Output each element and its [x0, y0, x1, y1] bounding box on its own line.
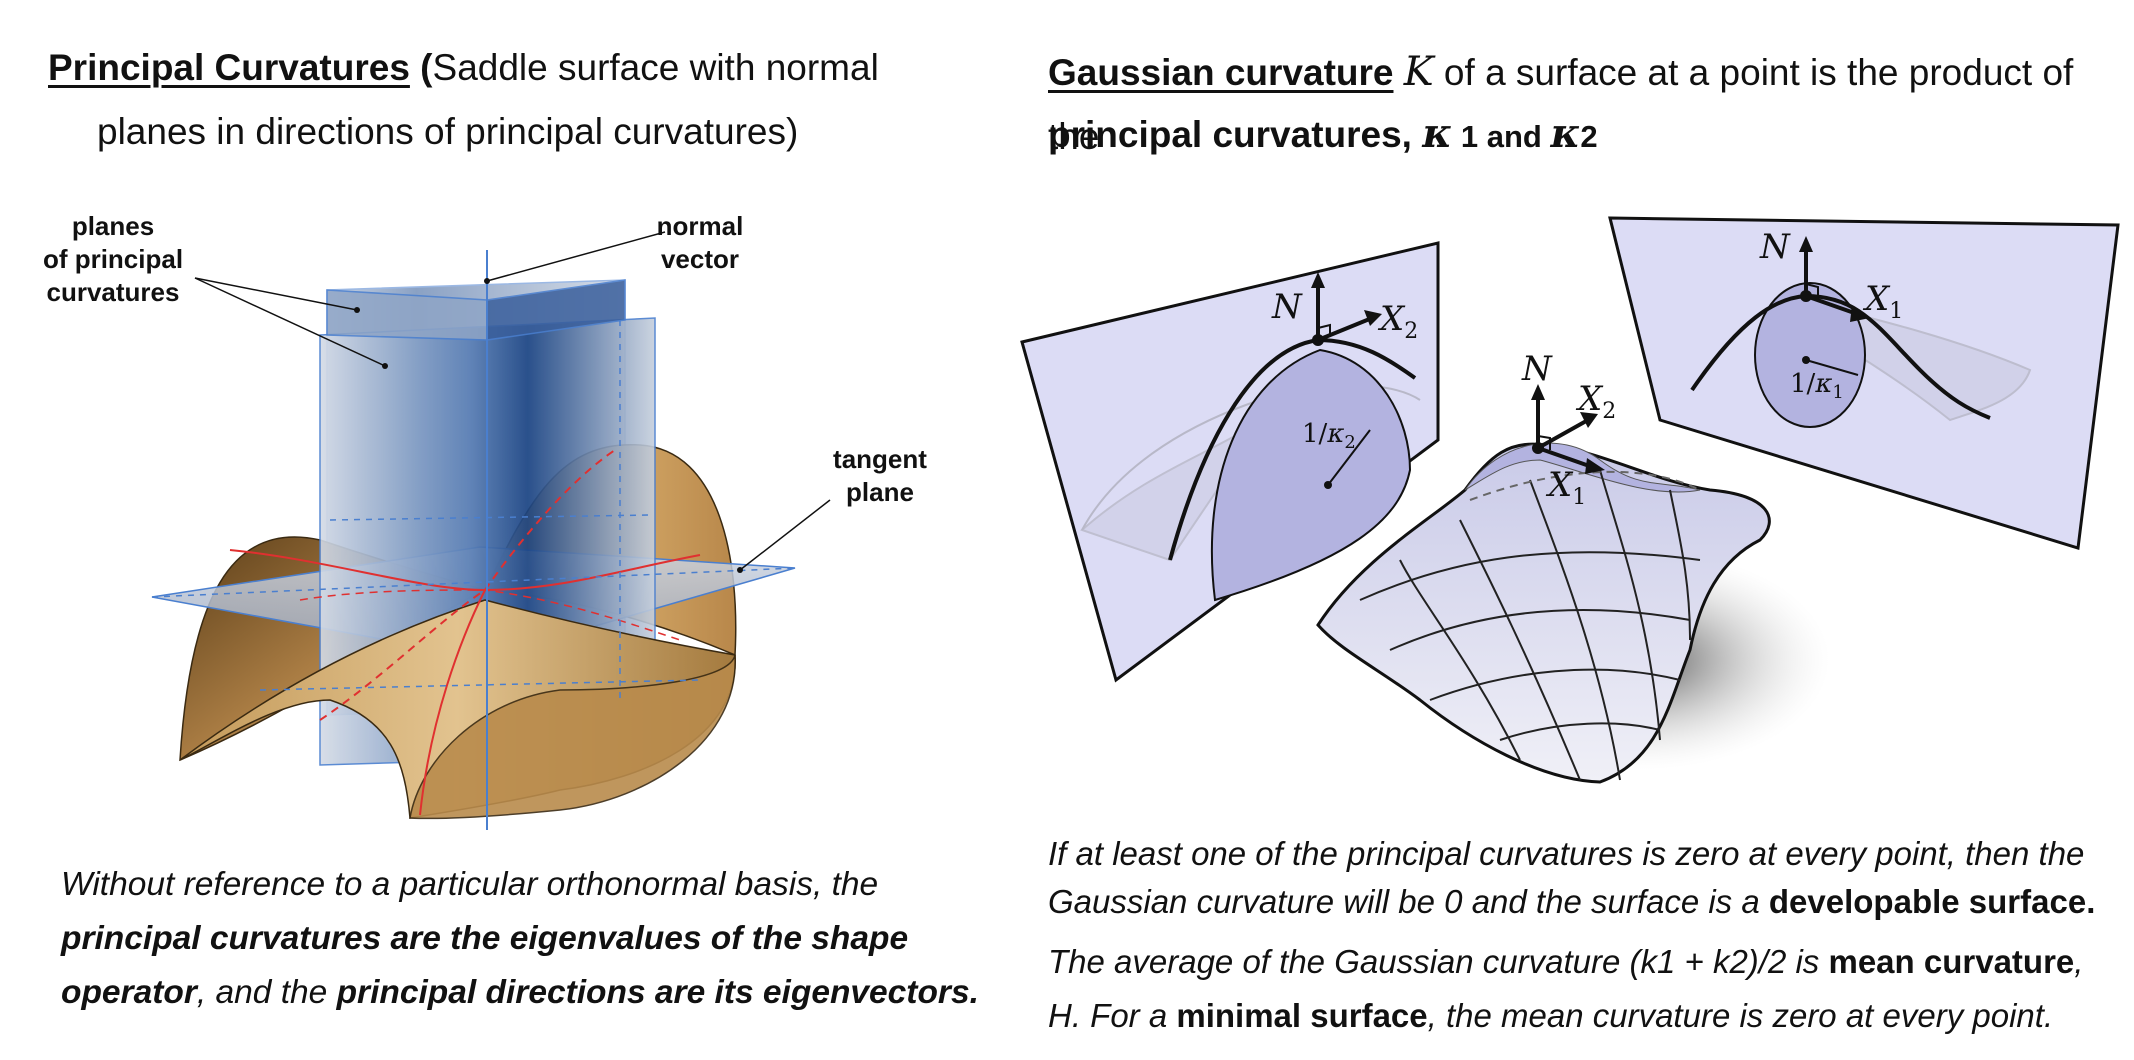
right-caption: If at least one of the principal curvatu… — [1048, 830, 2128, 1040]
osculating-circle-x1 — [1754, 282, 1866, 428]
minimal-tail: , the mean curvature is zero at every po… — [1427, 997, 2054, 1034]
bump-grid — [1359, 469, 1701, 781]
left-caption-line3: operator, and the principal directions a… — [61, 966, 1021, 1020]
right-title-rest: of a surface at a point is the product o… — [1048, 52, 2074, 157]
kappa2-index: 2 — [1580, 119, 1598, 154]
left-caption-line1: Without reference to a particular orthon… — [61, 866, 879, 903]
X2-center-letter: X — [1575, 379, 1604, 419]
right-title: Gaussian curvature K of a surface at a p… — [1048, 40, 2128, 169]
inv-k1-kappa: κ — [1814, 369, 1832, 399]
normal-plane-x1 — [1608, 216, 2120, 550]
X2-left-letter: X — [1377, 299, 1406, 339]
callout-dots — [354, 278, 743, 573]
right-caption-line1: If at least one of the principal curvatu… — [1048, 835, 2085, 872]
principal-curvatures-heading: Principal Curvatures — [48, 47, 410, 88]
normal-vector-label: normal vector — [640, 210, 760, 276]
title-paren: ( — [409, 47, 433, 88]
mean-lead: The average of the Gaussian curvature (k… — [1048, 943, 1829, 980]
right-caption-line2: Gaussian curvature will be 0 and the sur… — [1048, 878, 2128, 926]
saddle-front-lower — [409, 654, 736, 820]
normal-label-line2: vector — [660, 244, 740, 274]
minimal-surface-text: minimal surface — [1176, 997, 1428, 1034]
operator-text: operator — [61, 974, 197, 1011]
inv-k1-prefix: 1/ — [1790, 369, 1816, 399]
left-caption: Without reference to a particular orthon… — [61, 858, 1021, 1020]
right-caption-line4: H. For a minimal surface, the mean curva… — [1048, 992, 2128, 1040]
planes-label-line3: curvatures — [46, 277, 180, 307]
kappa1-index: 1 and — [1452, 119, 1551, 154]
caption-connector: , and the — [196, 974, 337, 1011]
principal-curve-3 — [419, 589, 486, 816]
X1-label-right: X1 — [1862, 279, 1903, 324]
left-title-rest: Saddle surface with normal — [432, 47, 879, 88]
normal-label-line1: normal — [656, 211, 744, 241]
N-label-left: N — [1271, 287, 1303, 327]
tangent-label-line1: tangent — [833, 444, 927, 474]
principal-curve-4 — [299, 589, 681, 641]
curve-x2 — [1168, 337, 1417, 561]
guide-lines — [151, 320, 796, 700]
left-caption-line2: principal curvatures are the eigenvalues… — [61, 920, 909, 957]
X2-label-center: X2 — [1575, 379, 1616, 424]
X1-center-sub: 1 — [1572, 485, 1586, 510]
gaussian-curvature-heading: Gaussian curvature — [1048, 52, 1394, 93]
inv-k1-label: 1/κ1 — [1790, 369, 1844, 403]
developable-lead: Gaussian curvature will be 0 and the sur… — [1048, 883, 1769, 920]
right-title-line2: principal curvatures, κ 1 and κ2 — [1048, 102, 2128, 169]
right-caption-line3: The average of the Gaussian curvature (k… — [1048, 938, 2128, 986]
osculating-circle-x2 — [1211, 348, 1412, 602]
X1-right-letter: X — [1862, 279, 1891, 319]
inv-k2-label: 1/κ2 — [1302, 419, 1356, 453]
saddle-diagram — [151, 231, 831, 830]
minimal-lead: H. For a — [1048, 997, 1177, 1034]
N-label-center: N — [1521, 349, 1553, 389]
left-title: Principal Curvatures (Saddle surface wit… — [48, 36, 948, 100]
vector-labels: N X2 1/κ2 N X2 X1 N X1 1/κ1 — [1271, 227, 1903, 510]
mean-comma: , — [2074, 943, 2084, 980]
developable-surface-text: developable surface. — [1768, 883, 2096, 920]
X2-left-sub: 2 — [1404, 319, 1418, 344]
principal-curvatures-text: principal curvatures, — [1048, 114, 1423, 155]
tangent-plane-label: tangent plane — [820, 443, 940, 509]
X2-label-left: X2 — [1377, 299, 1418, 344]
planes-label-line1: planes — [71, 211, 155, 241]
left-title-line2: planes in directions of principal curvat… — [97, 111, 799, 152]
inv-k2-kappa: κ — [1326, 419, 1344, 449]
mean-curvature-text: mean curvature — [1828, 943, 2075, 980]
kappa1-symbol: κ — [1422, 110, 1453, 157]
callout-lines — [194, 231, 831, 571]
inv-k1-sub: 1 — [1832, 382, 1843, 403]
gaussian-diagram: N X2 1/κ2 N X2 X1 N X1 1/κ1 — [1020, 216, 2120, 784]
planes-label-line2: of principal — [42, 244, 184, 274]
X1-center-letter: X — [1545, 465, 1574, 505]
tangent-label-line2: plane — [846, 477, 914, 507]
X1-right-sub: 1 — [1889, 299, 1903, 324]
N-label-right: N — [1759, 227, 1791, 267]
inv-k2-sub: 2 — [1344, 432, 1355, 453]
K-symbol: K — [1403, 49, 1434, 95]
X1-label-center: X1 — [1545, 465, 1586, 510]
planes-label: planes of principal curvatures — [28, 210, 198, 309]
inv-k2-prefix: 1/ — [1302, 419, 1328, 449]
kappa2-symbol: κ — [1550, 110, 1581, 157]
principal-directions-text: principal directions are its eigenvector… — [336, 974, 979, 1011]
X2-center-sub: 2 — [1602, 399, 1616, 424]
